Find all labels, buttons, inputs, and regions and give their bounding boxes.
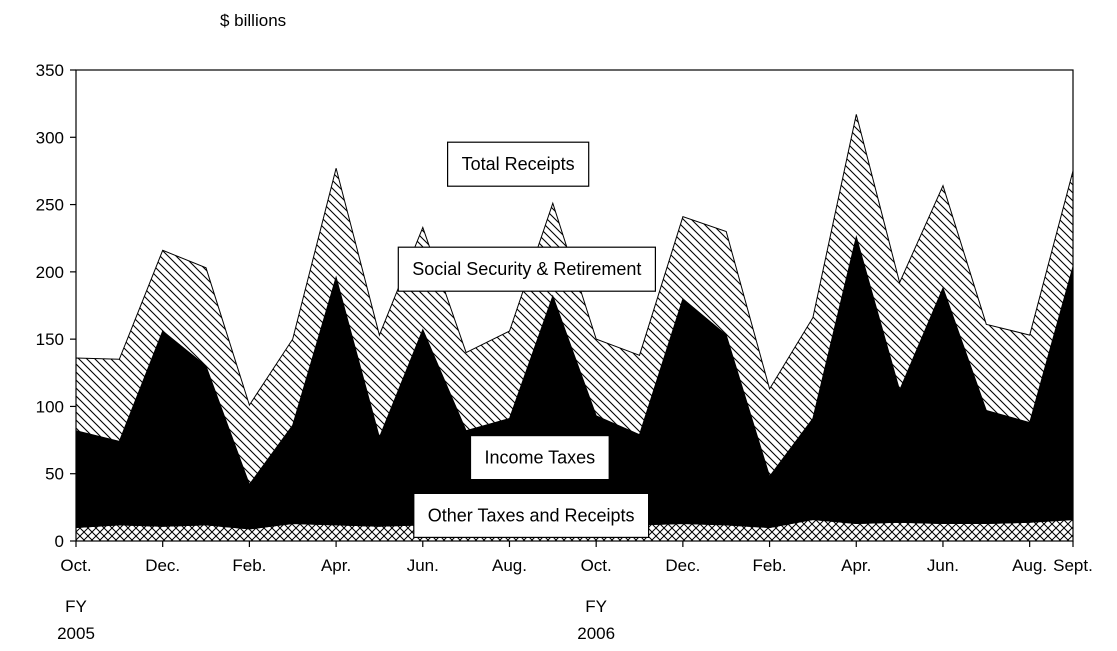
x-tick-label: Apr. [841, 556, 871, 575]
y-tick-label: 100 [36, 397, 64, 416]
x-axis: Oct. Dec. Feb. Apr. Jun. Aug. Oct. Dec. Feb. Apr.… [57, 541, 1093, 643]
y-tick-label: 350 [36, 61, 64, 80]
plot-frame [75, 69, 1074, 542]
y-axis: 0 50 100 150 200 250 300 350 [36, 61, 76, 551]
series-label-box: Social Security & Retirement [397, 246, 656, 292]
series-label-box: Income Taxes [469, 435, 610, 481]
x-tick-label: Dec. [145, 556, 180, 575]
x-tick-label: Oct. [60, 556, 91, 575]
x-tick-label: Jun. [927, 556, 959, 575]
fiscal-year-label: FY [65, 597, 87, 616]
x-tick-label: Sept. [1053, 556, 1093, 575]
fiscal-year-label: 2006 [577, 624, 615, 643]
fiscal-year-label: 2005 [57, 624, 95, 643]
plot-border [75, 69, 1074, 542]
x-tick-label: Jun. [407, 556, 439, 575]
x-tick-label: Apr. [321, 556, 351, 575]
x-tick-label: Aug. [492, 556, 527, 575]
x-tick-label: Feb. [753, 556, 787, 575]
unit-label: $ billions [220, 11, 286, 30]
y-tick-label: 200 [36, 263, 64, 282]
x-tick-label: Feb. [232, 556, 266, 575]
series-label-text: Social Security & Retirement [412, 259, 641, 279]
y-tick-label: 250 [36, 196, 64, 215]
series-label-box: Other Taxes and Receipts [413, 492, 650, 538]
series-label-text: Income Taxes [484, 448, 595, 468]
series-label-text: Total Receipts [462, 154, 575, 174]
fiscal-year-label: FY [585, 597, 607, 616]
y-tick-label: 300 [36, 128, 64, 147]
series-label-text: Other Taxes and Receipts [428, 505, 635, 525]
series-label-box: Total Receipts [447, 141, 590, 187]
y-tick-label: 150 [36, 330, 64, 349]
y-tick-label: 50 [45, 465, 64, 484]
x-tick-label: Aug. [1012, 556, 1047, 575]
x-tick-label: Dec. [665, 556, 700, 575]
y-tick-label: 0 [55, 532, 64, 551]
x-tick-label: Oct. [581, 556, 612, 575]
series-labels: Total Receipts Social Security & Retireme… [397, 141, 656, 538]
